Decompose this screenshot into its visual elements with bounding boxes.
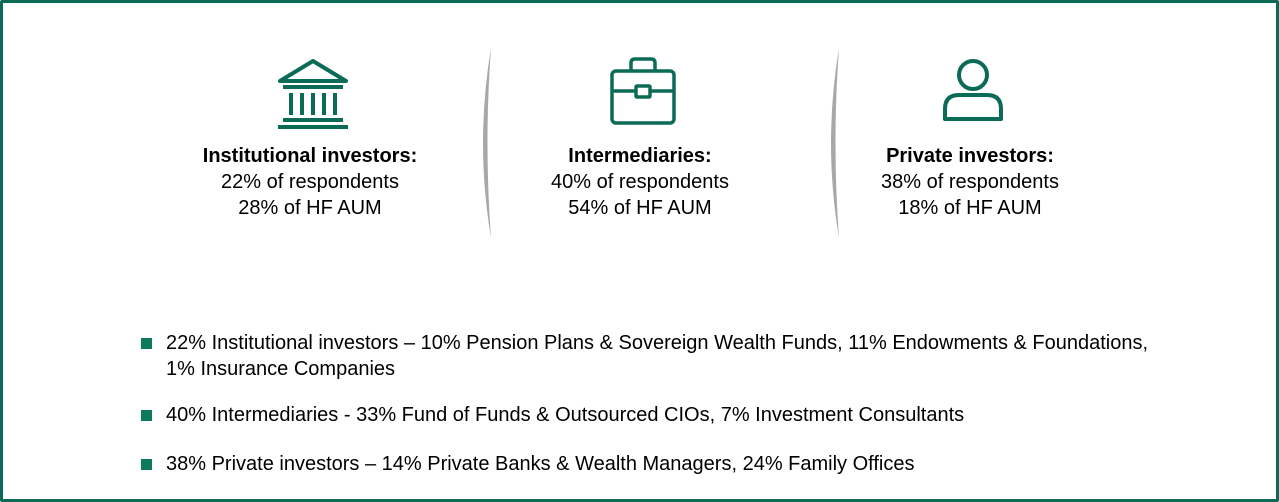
bullet-text: 38% Private investors – 14% Private Bank… xyxy=(166,453,915,475)
separator xyxy=(831,48,839,238)
column-title: Private investors: xyxy=(886,145,1054,167)
column: Private investors: 38% of respondents 18… xyxy=(810,143,1130,221)
column-title: Intermediaries: xyxy=(568,145,712,167)
icons xyxy=(278,48,1003,238)
bank-icon xyxy=(278,59,348,129)
column-title: Institutional investors: xyxy=(202,145,418,167)
bullet-marker xyxy=(141,459,152,470)
column-line: 18% of HF AUM xyxy=(898,197,1042,219)
bullet: 22% Institutional investors – 10% Pensio… xyxy=(141,330,1201,382)
bullet-text: 40% Intermediaries - 33% Fund of Funds &… xyxy=(166,404,965,426)
column: Intermediaries: 40% of respondents 54% o… xyxy=(480,143,800,221)
column-line: 22% of respondents xyxy=(221,171,399,193)
person-icon xyxy=(943,59,1003,121)
column-line: 28% of HF AUM xyxy=(238,197,382,219)
column-line: 40% of respondents xyxy=(551,171,729,193)
bullet-text: 22% Institutional investors – 10% Pensio… xyxy=(166,332,1149,380)
bullet-marker xyxy=(141,338,152,349)
column-line: 54% of HF AUM xyxy=(568,197,712,219)
column: Institutional investors: 22% of responde… xyxy=(150,143,470,221)
bullet-marker xyxy=(141,410,152,421)
bullet: 40% Intermediaries - 33% Fund of Funds &… xyxy=(141,402,1201,428)
separator xyxy=(483,48,491,238)
bullet: 38% Private investors – 14% Private Bank… xyxy=(141,451,1201,477)
briefcase-icon xyxy=(610,57,676,125)
column-line: 38% of respondents xyxy=(881,171,1059,193)
